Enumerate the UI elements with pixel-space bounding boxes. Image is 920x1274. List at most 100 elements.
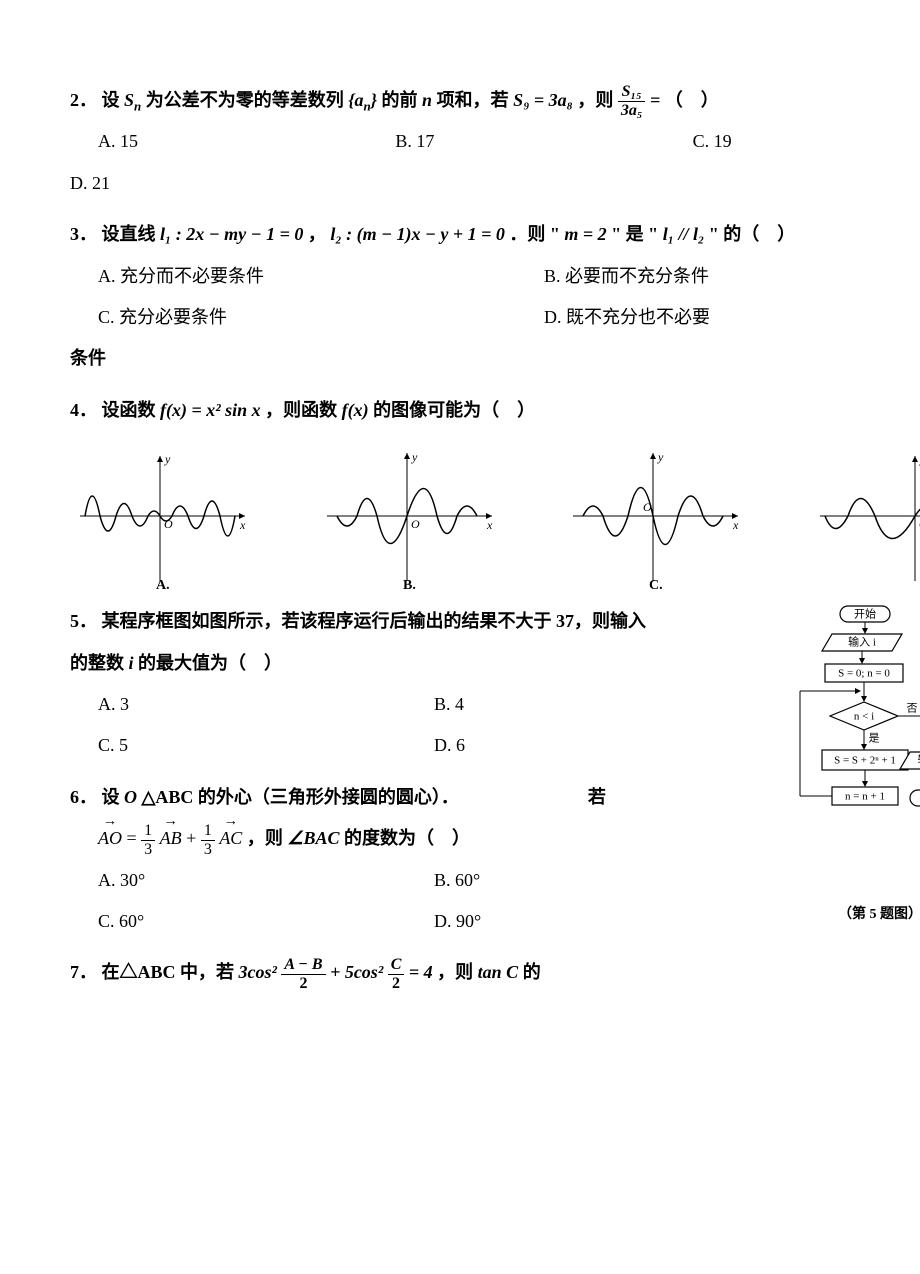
graph-label-c: C. <box>649 578 663 591</box>
option-c: C. 19 <box>693 121 920 162</box>
fraction: S₁₅ 3a₅ <box>618 84 646 119</box>
line-l2: l₂ : (m − 1)x − y + 1 = 0 <box>330 224 505 244</box>
q6-stem-2: AO = 1 3 AB + 1 3 AC ，则 ∠BAC 的度数为（ ） <box>70 818 770 859</box>
frac-num: A − B <box>281 957 325 975</box>
q2-options: A. 15 B. 17 C. 19 <box>70 121 920 162</box>
frac-den: 3a₅ <box>618 102 646 119</box>
option-b: B. 60° <box>434 860 770 901</box>
fc-init: S = 0; n = 0 <box>838 668 890 680</box>
tan-c: tan C <box>478 962 519 982</box>
q7-stem: 7． 在△ABC 中，若 3cos² A − B 2 + 5cos² C 2 =… <box>70 952 920 993</box>
origin-label: O <box>164 517 173 531</box>
fc-inc: n = n + 1 <box>845 791 885 803</box>
axis-x-label: x <box>486 518 493 532</box>
option-b: B. 17 <box>395 121 692 162</box>
fraction-c2: C 2 <box>388 957 405 992</box>
vector-ao: AO <box>98 818 122 859</box>
text: 的最大值为（ ） <box>138 653 282 673</box>
text: 为公差不为零的等差数列 <box>146 90 344 110</box>
text: 的整数 <box>70 653 124 673</box>
text: 设 <box>102 90 120 110</box>
text: 的度数为（ ） <box>344 828 470 848</box>
text: ，则 <box>437 962 473 982</box>
fraction-1-3b: 1 3 <box>201 823 215 858</box>
axis-y-label: y <box>657 450 664 464</box>
text: △ABC 的外心（三角形外接圆的圆心）． <box>142 787 459 807</box>
line-l1: l₁ : 2x − my − 1 = 0 <box>160 224 303 244</box>
fraction-1-3: 1 3 <box>141 823 155 858</box>
function-def: f(x) = x² sin x <box>160 400 261 420</box>
option-d: D. 21 <box>70 163 920 204</box>
frac-den: 3 <box>141 841 155 858</box>
sub-n: n <box>364 99 371 114</box>
option-a: A. 充分而不必要条件 <box>98 256 544 297</box>
q5-options-ab: A. 3 B. 4 <box>70 684 770 725</box>
text: 设 <box>102 787 120 807</box>
text: 设函数 <box>102 400 156 420</box>
comma: ， <box>308 224 326 244</box>
expr-1: 3cos² <box>239 962 277 982</box>
sym-n: n <box>422 90 432 110</box>
option-a: A. 3 <box>98 684 434 725</box>
text: ，则函数 <box>265 400 337 420</box>
vector-ab: AB <box>160 818 182 859</box>
q6-options-ab: A. 30° B. 60° <box>70 860 770 901</box>
fc-yes: 是 <box>869 732 880 745</box>
q3-options-cd: C. 充分必要条件 D. 既不充分也不必要 <box>70 297 920 338</box>
sym-i: i <box>129 653 134 673</box>
frac-num: S₁₅ <box>618 84 646 102</box>
fc-step: S = S + 2ⁿ + 1 <box>834 755 896 767</box>
equals: = <box>127 828 142 848</box>
q5-options-cd: C. 5 D. 6 <box>70 725 770 766</box>
q5-stem: 5． 某程序框图如图所示，若该程序运行后输出的结果不大于 37，则输入 <box>70 601 770 642</box>
q4-number: 4． <box>70 400 97 420</box>
vector-ac: AC <box>219 818 242 859</box>
seq-open: {a <box>348 90 363 110</box>
flowchart-figure: 开始 输入 i S = 0; n = 0 n < i 是 否 S = S + 2… <box>770 601 920 952</box>
axis-x-label: x <box>239 518 246 532</box>
text: ，则 <box>247 828 283 848</box>
frac-num: C <box>388 957 405 975</box>
text: 的图像可能为（ ） <box>373 400 535 420</box>
fc-cond: n < i <box>854 711 874 723</box>
q4-graphs: y x O A. y x O B. y x O C. <box>70 441 920 591</box>
text: 设直线 <box>102 224 156 244</box>
frac-den: 3 <box>201 841 215 858</box>
expr-2: + 5cos² <box>330 962 383 982</box>
option-d: D. 既不充分也不必要 <box>544 297 920 338</box>
function-fx: f(x) <box>342 400 369 420</box>
option-d-cont: 条件 <box>70 338 920 379</box>
text: 若 <box>588 787 606 807</box>
fc-no: 否 <box>907 703 918 715</box>
question-7: 7． 在△ABC 中，若 3cos² A − B 2 + 5cos² C 2 =… <box>70 952 920 993</box>
q5-stem-2: 的整数 i 的最大值为（ ） <box>70 643 770 684</box>
answer-blank: （ ） <box>665 90 719 110</box>
text: ．则 " <box>509 224 560 244</box>
frac-num: 1 <box>201 823 215 841</box>
option-d: D. 6 <box>434 725 770 766</box>
q5-number: 5． <box>70 611 97 631</box>
option-c: C. 充分必要条件 <box>98 297 544 338</box>
frac-den: 2 <box>281 975 325 992</box>
q2-stem: 2． 设 Sn 为公差不为零的等差数列 {an} 的前 n 项和，若 S₉ = … <box>70 80 920 121</box>
flowchart-svg: 开始 输入 i S = 0; n = 0 n < i 是 否 S = S + 2… <box>770 601 920 881</box>
graph-label-b: B. <box>403 578 416 591</box>
question-5: 5． 某程序框图如图所示，若该程序运行后输出的结果不大于 37，则输入 的整数 … <box>70 601 770 767</box>
seq-close: } <box>371 90 377 110</box>
axis-x-label: x <box>732 518 739 532</box>
parallel: l₁ // l₂ <box>663 224 705 244</box>
question-4: 4． 设函数 f(x) = x² sin x ，则函数 f(x) 的图像可能为（… <box>70 390 920 591</box>
q3-stem: 3． 设直线 l₁ : 2x − my − 1 = 0 ， l₂ : (m − … <box>70 214 920 255</box>
text: " 是 " <box>611 224 658 244</box>
text: 的前 <box>382 90 418 110</box>
q3-number: 3． <box>70 224 97 244</box>
text: 项和，若 <box>437 90 509 110</box>
fraction-ab2: A − B 2 <box>281 957 325 992</box>
graph-label-a: A. <box>156 578 170 591</box>
option-a: A. 15 <box>98 121 395 162</box>
question-3: 3． 设直线 l₁ : 2x − my − 1 = 0 ， l₂ : (m − … <box>70 214 920 380</box>
equals-4: = 4 <box>409 962 433 982</box>
q2-number: 2． <box>70 90 97 110</box>
flowchart-caption: （第 5 题图） <box>770 899 920 931</box>
text: 在△ABC 中，若 <box>102 962 235 982</box>
